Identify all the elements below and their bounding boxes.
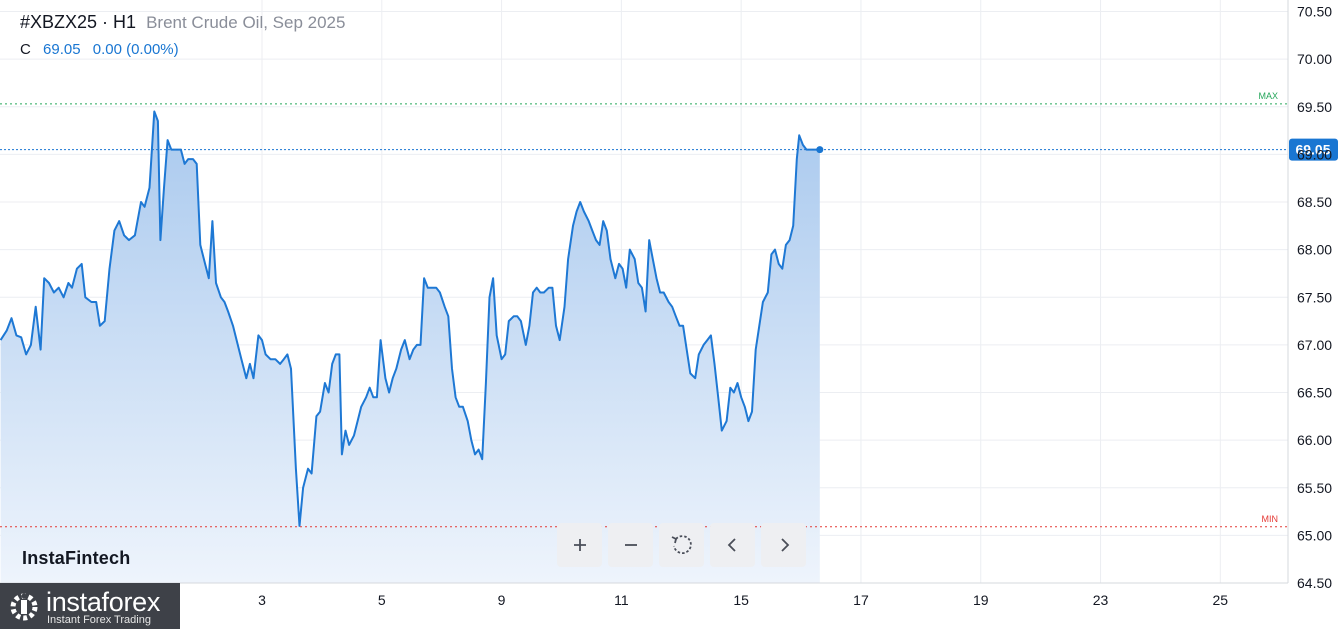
chevron-left-icon [727, 538, 736, 552]
x-tick-label: 19 [973, 592, 989, 608]
series-line [0, 110, 820, 527]
instaforex-logo[interactable]: instaforex Instant Forex Trading [0, 583, 180, 629]
min-label: MIN [1262, 514, 1279, 524]
close-value: 69.05 [43, 41, 81, 58]
series-area [0, 111, 820, 583]
last-price-label: 69.05 [1295, 142, 1330, 158]
x-tick-label: 3 [258, 592, 266, 608]
y-tick-label: 67.50 [1297, 289, 1332, 305]
chart-legend: #XBZX25 · H1 Brent Crude Oil, Sep 2025 C … [20, 12, 345, 58]
logo-tagline: Instant Forex Trading [47, 614, 151, 626]
scroll-left-button[interactable] [710, 523, 755, 567]
chart-controls [557, 523, 806, 567]
max-label: MAX [1258, 91, 1278, 101]
zoom-out-button[interactable] [608, 523, 653, 567]
y-tick-label: 70.50 [1297, 4, 1332, 20]
minus-icon [624, 544, 637, 546]
logo-mark-icon [10, 593, 38, 621]
y-tick-label: 65.00 [1297, 527, 1332, 543]
x-tick-label: 11 [614, 592, 629, 608]
y-tick-label: 64.50 [1297, 575, 1332, 591]
x-tick-label: 15 [733, 592, 749, 608]
zoom-in-button[interactable] [557, 523, 602, 567]
y-tick-label: 66.50 [1297, 385, 1332, 401]
y-tick-label: 68.00 [1297, 242, 1332, 258]
y-tick-label: 69.50 [1297, 99, 1332, 115]
symbol-label: #XBZX25 · H1 [20, 12, 137, 32]
close-label: C [20, 41, 31, 58]
x-tick-label: 25 [1213, 592, 1229, 608]
y-tick-label: 66.00 [1297, 432, 1332, 448]
y-tick-label: 65.50 [1297, 480, 1332, 496]
x-tick-label: 23 [1093, 592, 1109, 608]
reset-button[interactable] [659, 523, 704, 567]
change-value: 0.00 (0.00%) [92, 41, 179, 58]
scroll-right-button[interactable] [761, 523, 806, 567]
y-tick-label: 68.50 [1297, 194, 1332, 210]
brand-watermark: InstaFintech [22, 548, 131, 568]
x-tick-label: 17 [853, 592, 869, 608]
chevron-right-icon [780, 538, 789, 552]
y-tick-label: 70.00 [1297, 51, 1332, 67]
last-price-tag [1289, 138, 1338, 161]
y-tick-label: 67.00 [1297, 337, 1332, 353]
instrument-description: Brent Crude Oil, Sep 2025 [146, 13, 346, 32]
last-point-marker [816, 146, 824, 154]
x-tick-label: 9 [498, 592, 506, 608]
plus-icon [573, 539, 586, 551]
logo-name: instaforex [46, 587, 161, 617]
reset-icon [671, 535, 692, 555]
x-tick-label: 5 [378, 592, 386, 608]
y-tick-label: 69.00 [1297, 146, 1332, 162]
